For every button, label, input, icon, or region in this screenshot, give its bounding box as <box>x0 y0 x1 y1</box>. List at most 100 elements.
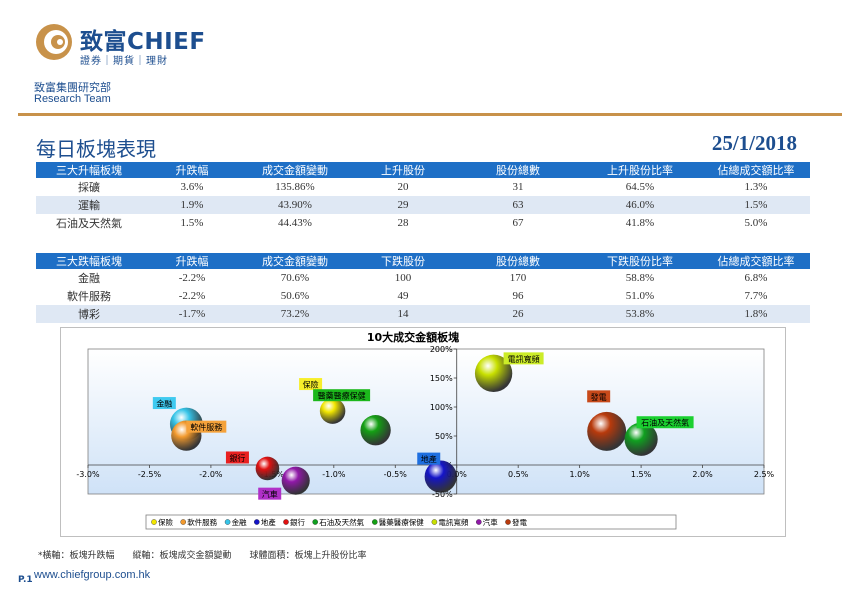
table-cell: 51.0% <box>625 290 655 302</box>
page-title: 每日板塊表現 <box>36 137 156 161</box>
table-cell: -1.7% <box>142 305 242 323</box>
table-cell: 1.8% <box>702 305 810 323</box>
column-header: 三大跌幅板塊 <box>36 253 142 269</box>
table-cell: 博彩 <box>36 305 142 323</box>
table-cell: 53.8% <box>578 305 702 323</box>
table-cell: -2.2% <box>178 290 206 302</box>
x-tick-label: -0.5% <box>384 470 408 479</box>
table-row: 金融 -2.2% 70.6% 100 170 58.8% 6.8% <box>36 269 810 287</box>
table-cell: 運輸 <box>36 196 142 214</box>
column-header: 佔總成交額比率 <box>702 253 810 269</box>
report-date: 25/1/2018 <box>711 131 797 155</box>
x-tick-label: 1.0% <box>569 470 590 479</box>
table-cell: 70.6% <box>280 272 310 284</box>
table-cell: 3.6% <box>180 181 204 193</box>
table-row: 運輸 1.9% 43.90% 29 63 46.0% 1.5% <box>36 196 810 214</box>
svg-text:軟件服務: 軟件服務 <box>190 422 222 432</box>
website-link[interactable]: www.chiefgroup.com.hk <box>34 569 151 581</box>
table-cell: 44.43% <box>278 217 312 229</box>
bubble-point <box>587 411 627 451</box>
svg-text:保險: 保險 <box>158 517 173 527</box>
table-row: 石油及天然氣 1.5% 44.43% 28 67 41.8% 5.0% <box>36 214 810 232</box>
y-tick-label: -50% <box>432 490 453 499</box>
chart-legend: 保險 軟件服務 金融 地產 銀行 石油及天然氣 醫藥醫療保健 電訊寬頻 汽車 發電 <box>145 514 677 530</box>
table-cell: 石油及天然氣 <box>56 217 122 230</box>
column-header: 股份總數 <box>458 253 578 269</box>
legend-item: 地產 <box>253 517 276 527</box>
svg-text:發電: 發電 <box>591 393 607 402</box>
bubble-label: 發電 <box>587 390 611 403</box>
x-tick-label: -3.0% <box>76 470 100 479</box>
table-cell: 14 <box>348 305 458 323</box>
bubble-label: 軟件服務 <box>186 420 227 433</box>
column-header: 股份總數 <box>458 162 578 178</box>
svg-text:金融: 金融 <box>156 399 172 409</box>
table-cell: 1.9% <box>142 196 242 214</box>
chart-title: 10大成交金額板塊 <box>367 330 459 344</box>
legend-item: 醫藥醫療保健 <box>371 517 424 527</box>
legend-item: 軟件服務 <box>180 517 218 527</box>
table-cell: 49 <box>397 290 409 302</box>
x-tick-label: 2.0% <box>692 470 713 479</box>
x-tick-label: 2.5% <box>754 470 775 479</box>
svg-text:軟件服務: 軟件服務 <box>187 517 217 527</box>
table-row: 博彩 -1.7% 73.2% 14 26 53.8% 1.8% <box>36 305 810 323</box>
x-tick-label: -2.0% <box>199 470 223 479</box>
y-tick-label: 200% <box>430 345 453 354</box>
column-header: 三大升幅板塊 <box>36 162 142 178</box>
department-name-cn: 致富集團研究部 <box>34 81 111 94</box>
x-tick-label: 1.5% <box>631 470 652 479</box>
table-cell: 金融 <box>78 272 100 285</box>
table-header-row: 三大升幅板塊 升跌幅 成交金額變動 上升股份 股份總數 上升股份比率 佔總成交額… <box>36 162 810 178</box>
svg-text:地產: 地產 <box>261 517 276 527</box>
table-cell: 28 <box>397 217 409 229</box>
table-cell: 135.86% <box>275 181 315 193</box>
bubble-point <box>624 422 658 456</box>
y-tick-label: 100% <box>430 403 453 412</box>
page-number: P.1 <box>18 575 33 585</box>
column-header: 上升股份比率 <box>578 162 702 178</box>
svg-text:醫藥醫療保健: 醫藥醫療保健 <box>318 391 366 401</box>
bubble-label: 銀行 <box>225 451 249 464</box>
column-header: 下跌股份 <box>348 253 458 269</box>
svg-text:醫藥醫療保健: 醫藥醫療保健 <box>379 517 424 527</box>
column-header: 成交金額變動 <box>242 162 348 178</box>
table-cell: 1.5% <box>702 196 810 214</box>
bubble-label: 石油及天然氣 <box>636 416 694 429</box>
svg-text:電訊寬頻: 電訊寬頻 <box>438 517 468 527</box>
column-header: 升跌幅 <box>142 253 242 269</box>
logo-icon <box>36 24 72 60</box>
column-header: 上升股份 <box>348 162 458 178</box>
table-cell: 26 <box>458 305 578 323</box>
column-header: 佔總成交額比率 <box>702 162 810 178</box>
department-name-en: Research Team <box>34 93 111 105</box>
x-tick-label: -1.0% <box>322 470 346 479</box>
y-tick-label: 150% <box>430 374 453 383</box>
table-cell: 67 <box>512 217 524 229</box>
legend-item: 銀行 <box>283 517 305 527</box>
table-cell: 7.7% <box>744 290 768 302</box>
bubble-label: 電訊寬頻 <box>503 352 544 365</box>
legend-item: 汽車 <box>475 517 498 527</box>
svg-text:汽車: 汽車 <box>483 517 498 527</box>
table-cell: 軟件服務 <box>67 290 111 303</box>
x-tick-label: 0.0% <box>447 470 468 479</box>
table-cell: 採礦 <box>78 181 100 194</box>
legend-item: 石油及天然氣 <box>312 517 365 527</box>
legend-item: 電訊寬頻 <box>431 517 469 527</box>
table-cell: 5.0% <box>744 217 768 229</box>
table-cell: 46.0% <box>578 196 702 214</box>
bubble-point <box>281 466 310 495</box>
column-header: 成交金額變動 <box>242 253 348 269</box>
table-cell: 96 <box>512 290 524 302</box>
table-cell: -2.2% <box>178 272 206 284</box>
y-tick-label: 50% <box>435 432 453 441</box>
bubble-label: 醫藥醫療保健 <box>313 389 371 402</box>
svg-text:石油及天然氣: 石油及天然氣 <box>641 418 689 428</box>
column-header: 升跌幅 <box>142 162 242 178</box>
table-cell: 1.5% <box>180 217 204 229</box>
table-cell: 64.5% <box>625 181 655 193</box>
column-header: 下跌股份比率 <box>578 253 702 269</box>
legend-item: 保險 <box>151 517 173 527</box>
svg-text:地產: 地產 <box>421 454 437 464</box>
